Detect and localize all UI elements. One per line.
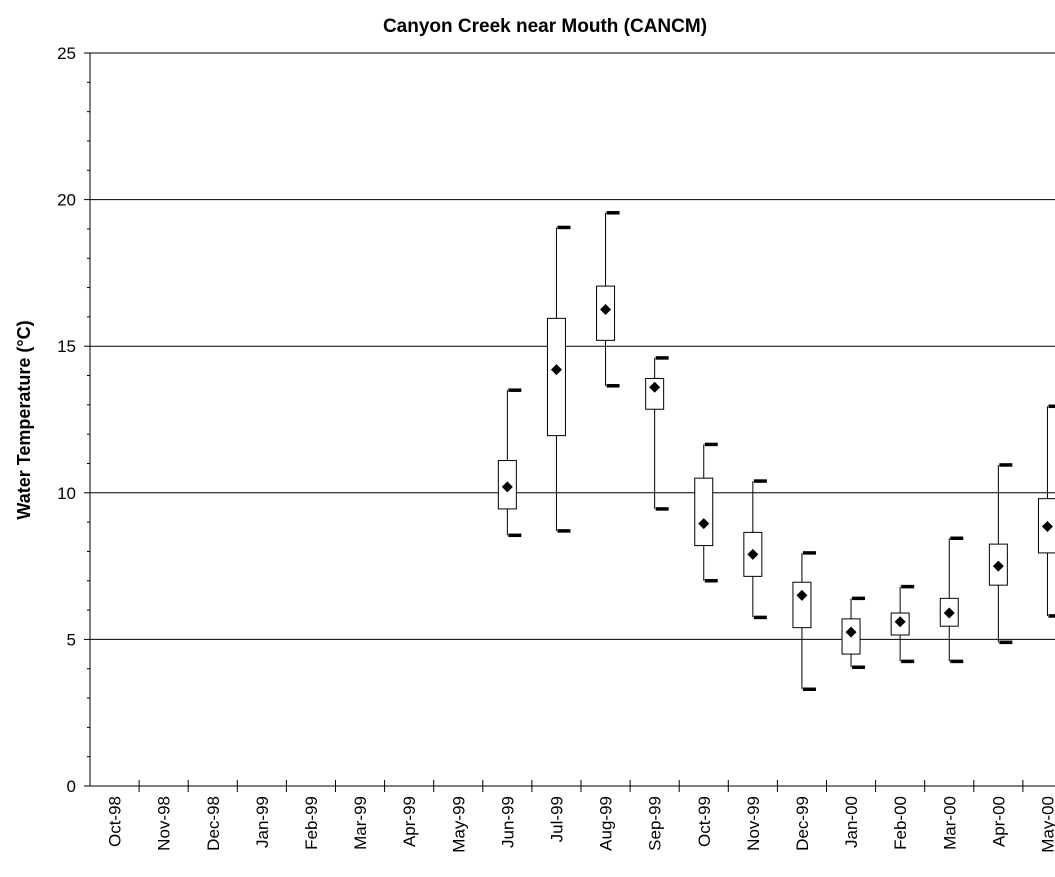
x-tick-label: Apr-99 xyxy=(400,796,419,847)
mean-marker xyxy=(992,560,1004,572)
x-tick-label: Oct-98 xyxy=(106,796,125,847)
x-tick-label: Oct-99 xyxy=(695,796,714,847)
x-tick-label: Dec-98 xyxy=(204,796,223,851)
x-tick-label: Apr-00 xyxy=(989,796,1008,847)
x-tick-label: Mar-00 xyxy=(940,796,959,850)
y-tick-label: 10 xyxy=(57,484,76,503)
x-tick-label: Dec-99 xyxy=(793,796,812,851)
mean-marker xyxy=(1041,521,1053,533)
y-axis-label: Water Temperature (°C) xyxy=(14,320,34,519)
x-tick-label: Nov-98 xyxy=(155,796,174,851)
x-tick-label: May-00 xyxy=(1038,796,1055,853)
y-tick-label: 0 xyxy=(67,777,76,796)
mean-marker xyxy=(845,626,857,638)
mean-marker xyxy=(698,518,710,530)
x-tick-label: May-99 xyxy=(449,796,468,853)
mean-marker xyxy=(501,481,513,493)
x-tick-label: Jan-00 xyxy=(842,796,861,848)
y-tick-label: 15 xyxy=(57,337,76,356)
x-tick-label: Jul-99 xyxy=(547,796,566,842)
x-tick-label: Sep-99 xyxy=(646,796,665,851)
x-tick-label: Jun-99 xyxy=(498,796,517,848)
y-tick-label: 5 xyxy=(67,630,76,649)
mean-marker xyxy=(747,548,759,560)
mean-marker xyxy=(796,589,808,601)
x-tick-label: Nov-99 xyxy=(744,796,763,851)
plot-area: 0 5 10 15 20 25 Oct-98 Nov-98 Dec-98 Jan-99 Feb-99… xyxy=(57,44,1055,853)
mean-marker xyxy=(649,381,661,393)
box xyxy=(792,581,812,629)
mean-marker xyxy=(550,364,562,376)
box xyxy=(546,317,566,437)
chart-title: Canyon Creek near Mouth (CANCM) xyxy=(383,16,707,37)
mean-marker xyxy=(600,304,612,316)
y-tick-label: 25 xyxy=(57,44,76,63)
y-tick-label: 20 xyxy=(57,191,76,210)
x-tick-label: Feb-00 xyxy=(891,796,910,850)
box xyxy=(694,477,714,547)
x-tick-label: Mar-99 xyxy=(351,796,370,850)
box xyxy=(645,377,665,410)
mean-marker xyxy=(943,607,955,619)
mean-marker xyxy=(894,616,906,628)
x-tick-label: Aug-99 xyxy=(597,796,616,851)
x-tick-label: Feb-99 xyxy=(302,796,321,850)
x-tick-label: Jan-99 xyxy=(253,796,272,848)
